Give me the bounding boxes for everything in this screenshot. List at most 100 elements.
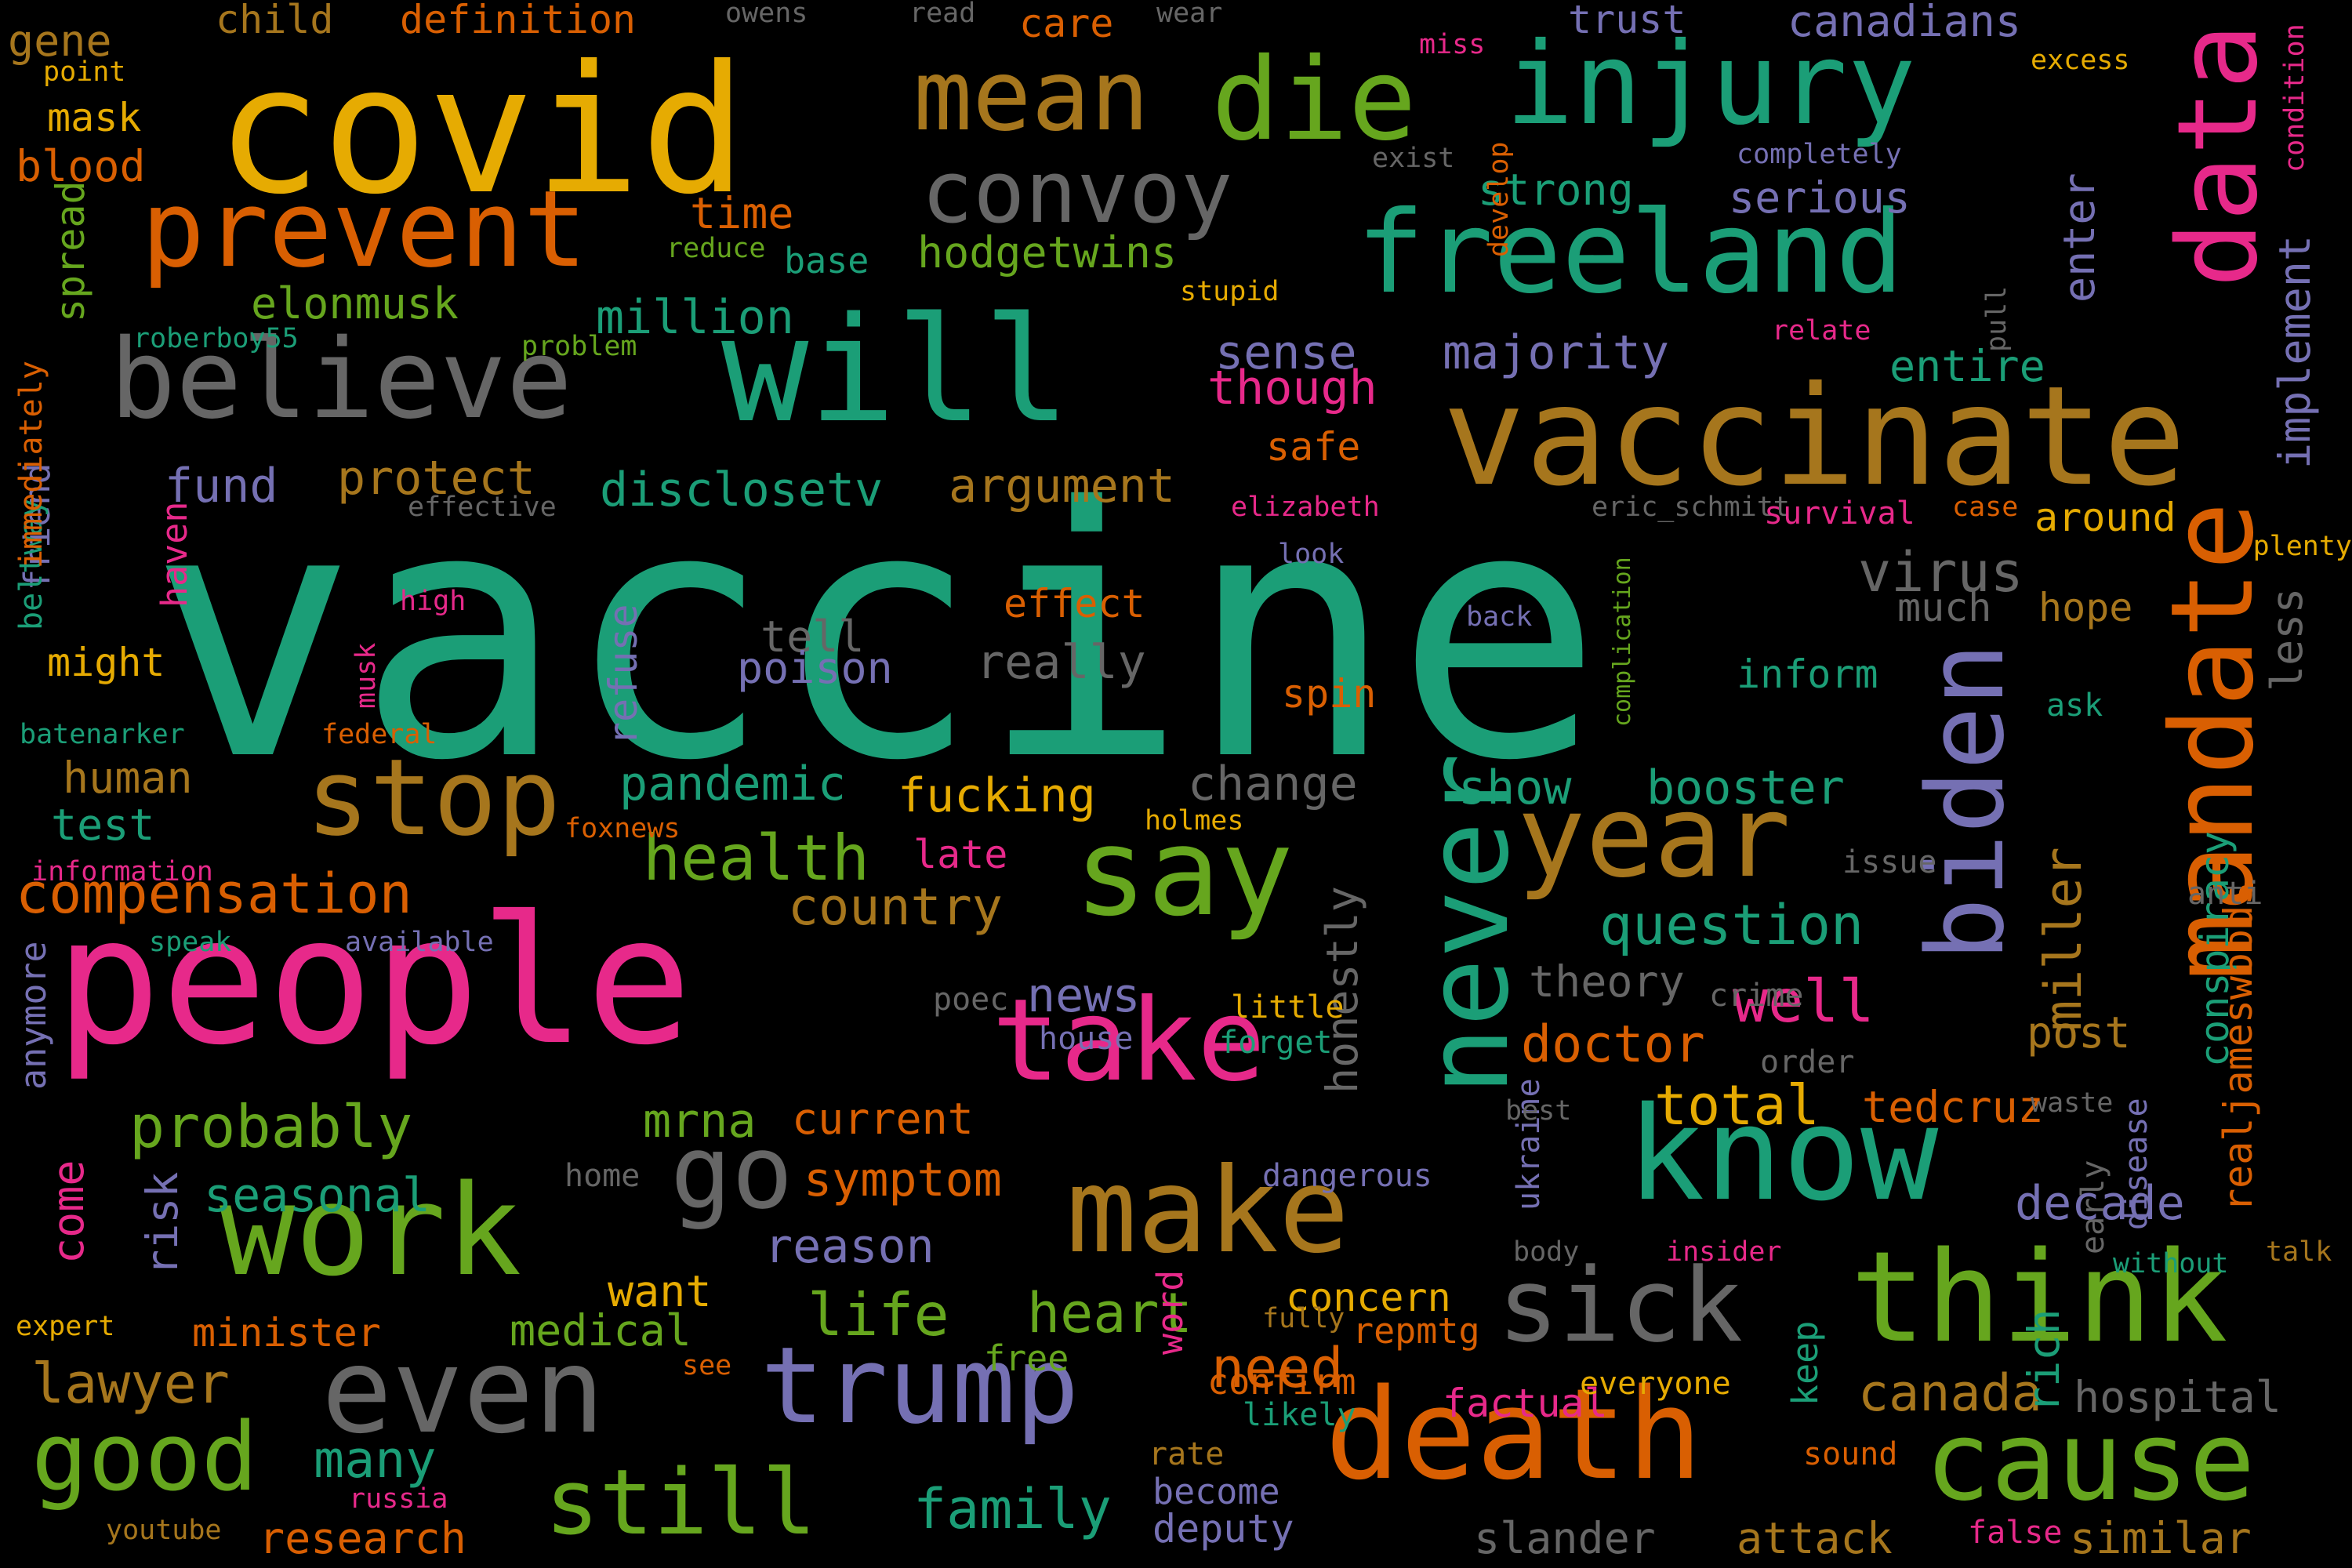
cloud-word: pull xyxy=(1981,286,2013,353)
cloud-word: tell xyxy=(760,612,865,662)
cloud-word: point xyxy=(43,56,126,88)
cloud-word: condition xyxy=(2279,24,2310,172)
cloud-word: poison xyxy=(737,643,893,693)
cloud-word: serious xyxy=(1729,172,1911,223)
cloud-word: though xyxy=(1207,361,1377,416)
cloud-word: repmtg xyxy=(1352,1310,1480,1352)
cloud-word: question xyxy=(1599,893,1864,957)
cloud-word: musk xyxy=(350,643,382,710)
cloud-word: current xyxy=(792,1094,974,1144)
cloud-word: child xyxy=(216,0,334,42)
cloud-word: mask xyxy=(47,95,142,140)
cloud-word: well xyxy=(1733,967,1875,1036)
cloud-word: survival xyxy=(1764,495,1915,532)
cloud-word: say xyxy=(1074,801,1294,943)
cloud-word: early xyxy=(2075,1160,2111,1255)
cloud-word: base xyxy=(784,240,869,281)
cloud-word: make xyxy=(1066,1143,1350,1279)
cloud-word: take xyxy=(992,975,1266,1107)
cloud-word: elizabeth xyxy=(1231,492,1380,523)
cloud-word: information xyxy=(31,856,213,887)
cloud-word: factual xyxy=(1443,1381,1608,1426)
cloud-word: elonmusk xyxy=(251,278,459,328)
cloud-word: test xyxy=(51,800,155,850)
cloud-word: around xyxy=(2034,495,2176,540)
cloud-word: holmes xyxy=(1145,805,1244,837)
cloud-word: medical xyxy=(510,1305,691,1356)
cloud-word: case xyxy=(1952,492,2019,523)
cloud-word: late xyxy=(913,832,1008,877)
cloud-word: similar xyxy=(2070,1513,2252,1563)
cloud-word: exist xyxy=(1372,143,1455,174)
cloud-word: forget xyxy=(1219,1025,1333,1061)
cloud-word: research xyxy=(259,1513,466,1563)
cloud-word: know xyxy=(1627,1079,1939,1229)
cloud-word: compensation xyxy=(16,862,412,926)
cloud-word: look xyxy=(1278,539,1345,570)
cloud-word: biden xyxy=(1904,643,2027,962)
cloud-word: care xyxy=(1019,1,1114,46)
cloud-word: ask xyxy=(2046,688,2103,724)
cloud-word: expert xyxy=(16,1311,115,1342)
cloud-word: entire xyxy=(1889,341,2045,391)
cloud-word: probably xyxy=(129,1092,413,1161)
cloud-word: enter xyxy=(2054,172,2104,303)
cloud-word: become xyxy=(1152,1471,1280,1512)
cloud-word: completely xyxy=(1737,139,1902,170)
cloud-word: slander xyxy=(1474,1513,1656,1563)
cloud-word: home xyxy=(564,1158,641,1194)
cloud-word: miss xyxy=(1419,29,1486,60)
cloud-word: injury xyxy=(1505,18,1916,151)
cloud-word: batenarker xyxy=(20,719,185,750)
cloud-word: booster xyxy=(1646,760,1845,815)
cloud-word: youtube xyxy=(106,1515,222,1546)
cloud-word: convoy xyxy=(921,142,1233,242)
cloud-word: mrna xyxy=(643,1094,757,1149)
cloud-word: likely xyxy=(1243,1397,1356,1433)
cloud-word: life xyxy=(808,1280,949,1349)
cloud-word: inform xyxy=(1737,652,1878,697)
cloud-word: false xyxy=(1968,1515,2063,1551)
cloud-word: good xyxy=(31,1403,258,1512)
cloud-word: issue xyxy=(1842,844,1937,880)
cloud-word: stop xyxy=(306,736,561,859)
cloud-word: fully xyxy=(1262,1303,1345,1334)
cloud-word: sense xyxy=(1215,325,1357,380)
cloud-word: pandemic xyxy=(619,757,846,811)
cloud-word: vaccine xyxy=(149,434,1603,836)
cloud-word: doctor xyxy=(1521,1015,1705,1074)
cloud-word: work xyxy=(220,1157,522,1304)
cloud-word: die xyxy=(1211,34,1417,166)
cloud-word: family xyxy=(913,1477,1112,1541)
cloud-word: reduce xyxy=(666,233,766,264)
cloud-word: crime xyxy=(1709,978,1804,1014)
cloud-word: reason xyxy=(764,1219,935,1274)
cloud-word: really xyxy=(976,635,1146,690)
cloud-word: go xyxy=(670,1112,793,1232)
cloud-word: effect xyxy=(1004,581,1145,626)
cloud-word: confirm xyxy=(1207,1361,1356,1403)
cloud-word: will xyxy=(721,285,1071,455)
cloud-word: blood xyxy=(16,141,146,191)
cloud-word: rate xyxy=(1149,1436,1225,1472)
cloud-word: eric_schmitt xyxy=(1592,492,1790,523)
cloud-word: excess xyxy=(2031,45,2130,76)
cloud-word: gene xyxy=(8,16,112,66)
cloud-word: many xyxy=(314,1431,437,1490)
cloud-word: available xyxy=(345,927,494,958)
cloud-word: post xyxy=(2027,1007,2131,1058)
cloud-word: develop xyxy=(1483,141,1515,257)
cloud-word: talk xyxy=(2266,1236,2332,1268)
cloud-word: believe xyxy=(110,316,573,444)
cloud-word: tedcruz xyxy=(1862,1082,2044,1132)
cloud-word: minister xyxy=(192,1310,381,1356)
cloud-word: trump xyxy=(760,1324,1080,1447)
cloud-word: less xyxy=(2262,588,2312,692)
cloud-word: strong xyxy=(1478,165,1634,215)
cloud-word: canada xyxy=(1858,1364,2042,1423)
cloud-word: show xyxy=(1458,760,1572,815)
cloud-word: body xyxy=(1513,1236,1580,1268)
cloud-word: refuse xyxy=(601,604,646,746)
cloud-word: spin xyxy=(1282,671,1377,717)
